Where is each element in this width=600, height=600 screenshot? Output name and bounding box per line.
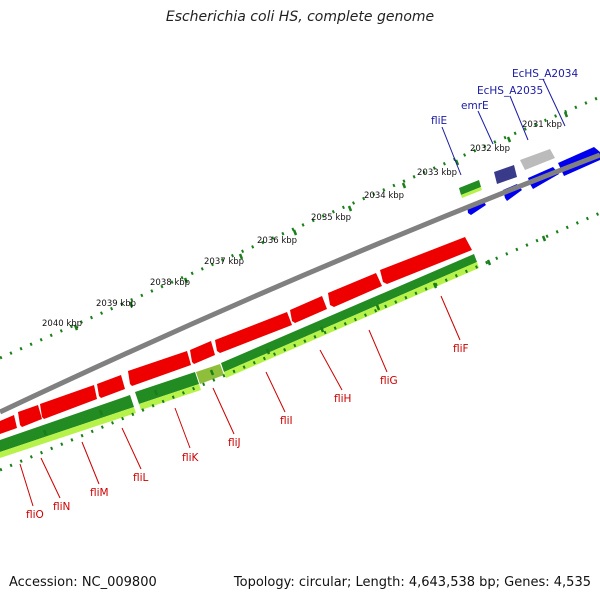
scale-label: 2032 kbp: [470, 144, 510, 154]
gene-label-fliI: fliI: [280, 415, 293, 427]
gene-fliI: [215, 312, 292, 353]
forward-leaders: [441, 78, 566, 176]
gene-label-emrE: emrE: [461, 100, 489, 112]
reverse-strand-genes: [0, 237, 472, 434]
gene-fliH: [290, 296, 327, 323]
scale-label: 2037 kbp: [204, 257, 244, 267]
cds-band: [0, 254, 479, 458]
gene-fliE-cds: [459, 180, 481, 195]
genome-stats-text: Topology: circular; Length: 4,643,538 bp…: [233, 575, 591, 590]
scale-label: 2031 kbp: [522, 120, 562, 130]
genome-backbone: [0, 152, 600, 415]
outer-tick-ring: [0, 95, 600, 360]
gene-label-EcHS_A2034: EcHS_A2034: [512, 68, 578, 80]
gene-fliE-cds-inner: [461, 187, 482, 198]
gene-fliG: [328, 273, 382, 307]
gene-fliJ: [190, 341, 215, 364]
scale-label: 2035 kbp: [311, 213, 351, 223]
scale-label: 2036 kbp: [257, 236, 297, 246]
scale-label: 2033 kbp: [417, 168, 457, 178]
gene-fliK: [128, 351, 191, 386]
gene-emrE: [494, 165, 517, 184]
scale-label: 2039 kbp: [96, 299, 136, 309]
scale-label: 2034 kbp: [364, 191, 404, 201]
gene-label-fliE: fliE: [431, 115, 447, 127]
gene-label-fliF: fliF: [453, 343, 469, 355]
gene-label-fliK: fliK: [182, 452, 200, 464]
gene-label-fliJ: fliJ: [228, 437, 241, 449]
inner-major-ticks: [42, 235, 547, 436]
scale-labels: 2031 kbp 2032 kbp 2033 kbp 2034 kbp 2035…: [42, 120, 562, 329]
gene-label-fliO: fliO: [26, 509, 44, 521]
outer-major-ticks: [73, 111, 569, 331]
gene-label-fliH: fliH: [334, 393, 351, 405]
gene-fliF: [380, 237, 472, 284]
gene-label-EcHS_A2035: EcHS_A2035: [477, 85, 543, 97]
gene-label-fliM: fliM: [90, 487, 109, 499]
gene-fliO: [0, 415, 17, 434]
scale-label: 2038 kbp: [150, 278, 190, 288]
forward-gene-labels: EcHS_A2034 EcHS_A2035 emrE fliE: [431, 68, 578, 127]
scale-label: 2040 kbp: [42, 319, 82, 329]
gene-label-fliN: fliN: [53, 501, 70, 513]
gene-fliN: [18, 405, 42, 427]
gene-label-fliL: fliL: [133, 472, 149, 484]
reverse-gene-labels: fliF fliG fliH fliI fliJ fliK fliL fliM …: [26, 343, 469, 521]
gene-EcHS_A2035: [520, 149, 555, 170]
gene-label-fliG: fliG: [380, 375, 398, 387]
gene-fliM: [40, 385, 97, 419]
accession-text: Accession: NC_009800: [9, 575, 157, 590]
reverse-leaders: [19, 295, 461, 507]
gene-fliL: [97, 375, 125, 398]
map-title: Escherichia coli HS, complete genome: [165, 9, 435, 25]
